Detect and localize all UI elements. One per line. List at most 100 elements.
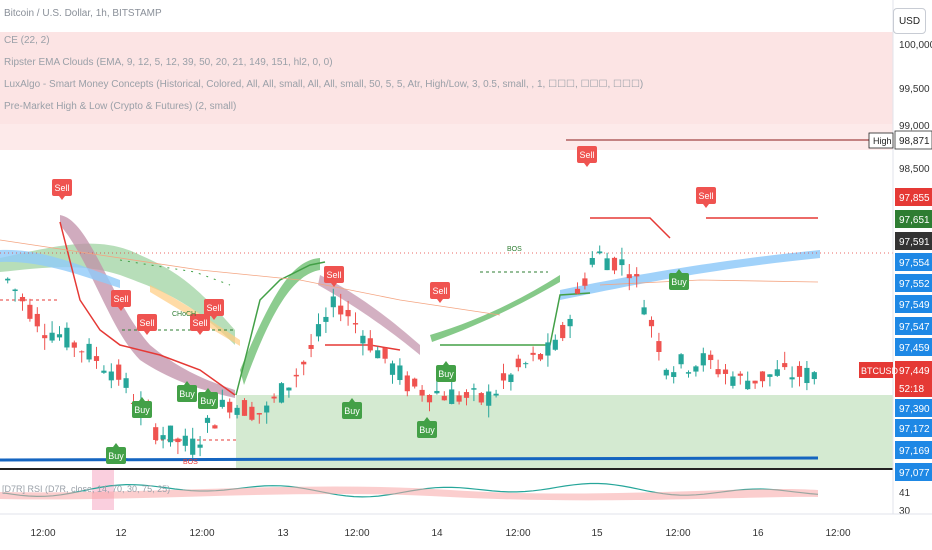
- price-tag-box: [895, 274, 932, 292]
- time-tick-label: 16: [752, 528, 764, 539]
- candle: [153, 423, 159, 445]
- price-tag-box: [894, 130, 932, 150]
- price-tag: 97,549: [895, 295, 932, 313]
- price-tag-label: 97,651: [899, 215, 930, 226]
- symbol-title[interactable]: Bitcoin / U.S. Dollar, 1h, BITSTAMP: [4, 8, 162, 19]
- buy-label-text: Buy: [179, 389, 195, 399]
- candle: [397, 358, 403, 385]
- candle-body: [478, 393, 484, 403]
- price-tag-box: [895, 232, 932, 250]
- candle-body: [315, 324, 322, 337]
- candle: [293, 368, 299, 388]
- candle: [737, 371, 743, 385]
- candle-body: [330, 296, 336, 308]
- buy-label-text: Buy: [671, 277, 687, 287]
- buy-label-pointer: [205, 388, 211, 392]
- candle: [212, 424, 218, 429]
- candle: [478, 392, 484, 406]
- sell-signal-label: Sell: [137, 314, 157, 335]
- sell-label-text: Sell: [139, 318, 154, 328]
- pane-divider: [0, 468, 893, 470]
- indicator-ripster-ema[interactable]: Ripster EMA Clouds (EMA, 9, 12, 5, 12, 3…: [4, 57, 333, 68]
- ema-cloud-blue-left: [0, 249, 120, 288]
- candle-body: [397, 365, 403, 381]
- candle-body: [493, 393, 499, 396]
- price-tag-box: [895, 399, 932, 417]
- ce-stop-green-mid: [235, 261, 326, 396]
- buy-signal-label: Buy: [132, 397, 152, 418]
- candle-body: [545, 342, 551, 356]
- candle: [182, 428, 188, 452]
- candle-body: [219, 399, 225, 407]
- candle-body: [693, 366, 699, 372]
- ema-cloud-purple-mid: [318, 275, 420, 355]
- candle-body: [796, 365, 803, 377]
- price-axis[interactable]: 100,000 99,500 99,000 98,500 98,871 97,855 97,…: [859, 0, 932, 517]
- candle: [671, 366, 677, 384]
- buy-signal-label: Buy: [342, 398, 362, 419]
- price-tag-label: 97,172: [899, 424, 930, 435]
- candle: [93, 346, 100, 369]
- ema-cloud-blue-right: [560, 250, 820, 300]
- candle: [693, 365, 699, 377]
- bos-label: BOS: [507, 246, 522, 253]
- candle-body: [523, 363, 529, 365]
- price-tag-box: [895, 441, 932, 459]
- candle-body: [574, 288, 581, 294]
- candle-body: [345, 309, 351, 317]
- candle: [419, 385, 425, 402]
- sell-label-text: Sell: [192, 318, 207, 328]
- price-tag: 97,390: [895, 399, 932, 417]
- candle-body: [286, 387, 292, 391]
- candle-body: [167, 425, 174, 443]
- candle-body: [582, 278, 588, 286]
- candle-body: [700, 353, 706, 366]
- time-tick-label: 12: [115, 528, 127, 539]
- rsi-pane[interactable]: [0, 470, 819, 510]
- sell-signal-label: Sell: [696, 187, 716, 208]
- candle: [301, 360, 307, 376]
- candle-body: [249, 406, 255, 420]
- candle: [79, 350, 85, 363]
- price-tag-box: [895, 361, 932, 379]
- time-axis[interactable]: 12:00 12 12:00 13 12:00 14 12:00 15 12:00 16 12:00: [0, 513, 932, 539]
- candle: [500, 363, 507, 390]
- candle-body: [389, 363, 396, 375]
- sell-label-pointer: [197, 331, 203, 335]
- candle: [560, 321, 566, 342]
- price-tick-label: 99,000: [899, 121, 930, 132]
- candle: [308, 334, 314, 358]
- legend-band: [0, 32, 893, 124]
- sell-signal-label: Sell: [190, 314, 210, 335]
- candle-body: [123, 378, 129, 388]
- candle: [449, 379, 455, 405]
- candle: [338, 293, 344, 322]
- rsi-title[interactable]: [D7R] RSI (D7R, close, 14, 70, 30, 75, 2…: [2, 484, 171, 494]
- indicator-premarket-hl[interactable]: Pre-Market High & Low (Crypto & Futures)…: [4, 101, 237, 112]
- buy-label-text: Buy: [108, 451, 124, 461]
- candle-body: [604, 258, 610, 271]
- candle-body: [49, 332, 55, 341]
- candle-body: [404, 375, 410, 392]
- buy-label-pointer: [113, 443, 119, 447]
- buy-label-box: [417, 421, 437, 438]
- indicator-ce[interactable]: CE (22, 2): [4, 35, 50, 46]
- currency-button[interactable]: USD: [893, 8, 926, 34]
- indicator-luxalgo-smc[interactable]: LuxAlgo - Smart Money Concepts (Historic…: [4, 79, 644, 90]
- candle: [804, 360, 810, 391]
- candle: [19, 293, 26, 311]
- sell-label-box: [190, 314, 210, 331]
- buy-signal-label: Buy: [417, 417, 437, 438]
- candle: [685, 370, 692, 378]
- sell-label-pointer: [331, 283, 337, 287]
- candle-body: [626, 274, 632, 279]
- candle-body: [116, 364, 122, 380]
- candle-body: [212, 425, 218, 429]
- candle-body: [463, 392, 470, 398]
- price-tag-label: 97,459: [899, 343, 930, 354]
- candle-body: [537, 354, 544, 360]
- sell-label-box: [137, 314, 157, 331]
- candle-body: [597, 251, 603, 254]
- candle: [811, 371, 817, 385]
